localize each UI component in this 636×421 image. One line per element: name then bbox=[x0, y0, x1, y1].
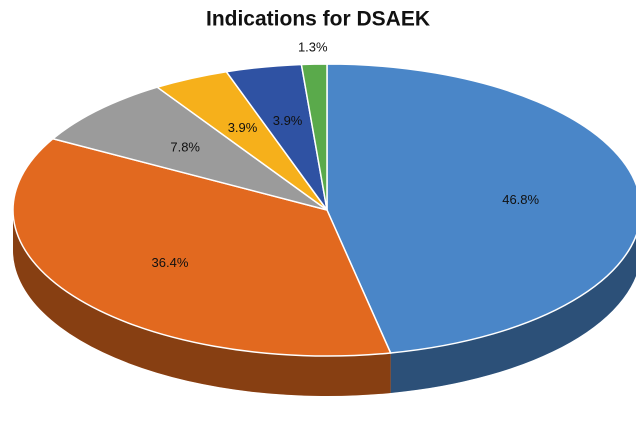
data-label: 7.8% bbox=[170, 139, 200, 154]
data-label: 3.9% bbox=[228, 120, 258, 135]
data-label: 1.3% bbox=[298, 40, 328, 55]
slice-side-shade bbox=[13, 210, 391, 397]
data-label: 36.4% bbox=[152, 255, 189, 270]
slice-side bbox=[390, 235, 636, 393]
data-label: 3.9% bbox=[273, 113, 303, 128]
slice bbox=[326, 63, 636, 354]
slice-side-shade bbox=[390, 235, 636, 393]
slice-side bbox=[13, 210, 391, 397]
data-label: 46.8% bbox=[502, 192, 539, 207]
slice bbox=[12, 137, 392, 357]
chart-title: Indications for DSAEK bbox=[206, 8, 430, 31]
slice bbox=[51, 86, 328, 211]
slice bbox=[300, 63, 328, 211]
